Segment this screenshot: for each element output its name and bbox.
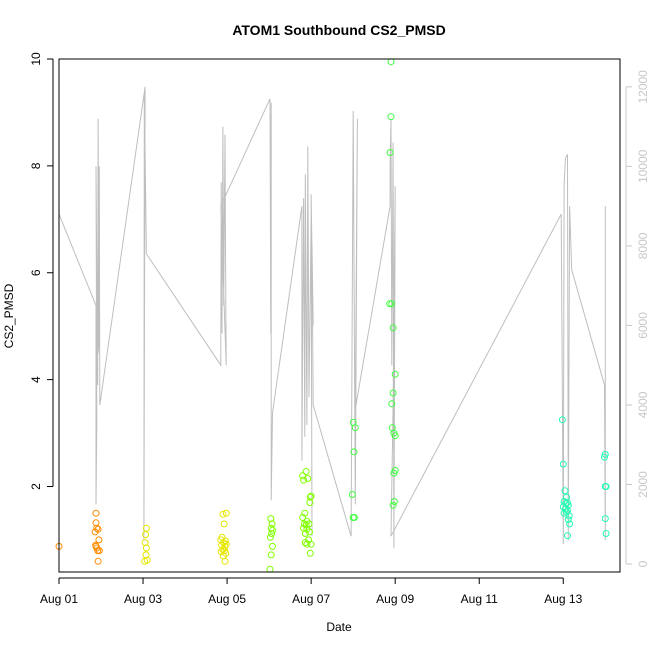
chart-title: ATOM1 Southbound CS2_PMSD — [232, 22, 445, 38]
data-point — [388, 300, 396, 308]
data-point — [92, 542, 100, 550]
plot-area — [55, 58, 610, 573]
data-point — [306, 493, 314, 501]
secondary-y-tick-label: 4000 — [636, 391, 650, 418]
data-point — [299, 514, 307, 521]
data-point — [390, 498, 398, 505]
data-point — [269, 526, 276, 534]
data-point — [558, 416, 566, 424]
data-point — [269, 542, 276, 550]
data-point — [566, 520, 574, 528]
data-point — [602, 530, 610, 537]
data-point — [307, 540, 315, 548]
data-point — [95, 536, 103, 544]
plot-frame — [58, 58, 621, 573]
data-point — [221, 557, 229, 565]
data-point — [300, 476, 308, 484]
data-point — [306, 528, 313, 536]
data-point — [391, 432, 399, 440]
data-point — [142, 531, 150, 539]
data-point — [389, 389, 397, 397]
data-point — [306, 549, 314, 557]
y-tick-label: 6 — [29, 269, 43, 276]
data-point — [307, 492, 315, 500]
data-point — [306, 499, 314, 506]
data-point — [390, 469, 398, 477]
data-point — [220, 520, 228, 528]
y-tick-label: 2 — [29, 483, 43, 490]
data-point — [389, 324, 397, 332]
data-point — [565, 512, 573, 520]
data-point — [601, 515, 609, 523]
data-point — [561, 487, 569, 495]
data-point — [389, 501, 397, 509]
data-point — [559, 460, 567, 468]
x-axis: Aug 01 Aug 03 Aug 05 Aug 07 Aug 09 Aug 11 Aug … — [40, 577, 583, 606]
y-tick-label: 10 — [29, 52, 43, 66]
data-point — [350, 514, 358, 521]
x-tick-label: Aug 01 — [40, 592, 78, 606]
data-point — [386, 149, 394, 156]
data-point — [92, 509, 100, 517]
data-point — [560, 498, 568, 505]
secondary-y-tick-label: 8000 — [636, 232, 650, 259]
x-tick-label: Aug 03 — [124, 592, 162, 606]
data-point — [222, 509, 230, 517]
secondary-y-axis: 0 2000 4000 6000 8000 10000 12000 — [625, 70, 650, 567]
data-point — [302, 468, 310, 475]
data-point — [217, 548, 225, 556]
secondary-y-tick-label: 12000 — [636, 70, 650, 104]
secondary-y-tick-label: 0 — [636, 560, 650, 567]
data-point — [602, 483, 610, 490]
data-point — [301, 530, 309, 537]
data-point — [564, 516, 572, 524]
data-point — [219, 510, 227, 518]
y-axis-label: CS2_PMSD — [2, 283, 16, 348]
data-point — [93, 524, 101, 532]
data-point — [266, 533, 274, 541]
data-point — [303, 540, 311, 548]
secondary-y-tick-label: 6000 — [636, 312, 650, 339]
data-point — [221, 537, 229, 545]
x-axis-label: Date — [326, 620, 352, 634]
data-point — [142, 551, 150, 559]
data-point — [141, 557, 149, 565]
x-tick-label: Aug 07 — [292, 592, 330, 606]
x-tick-label: Aug 05 — [208, 592, 246, 606]
data-point — [142, 544, 150, 552]
data-point — [564, 532, 571, 540]
y-axis: 2 4 6 8 10 — [29, 52, 54, 490]
data-point — [386, 300, 394, 308]
data-point — [94, 525, 102, 533]
data-point — [387, 113, 395, 121]
data-point — [350, 448, 358, 456]
data-point — [391, 370, 399, 378]
data-point — [348, 491, 356, 498]
data-point — [304, 475, 312, 482]
data-point — [267, 551, 275, 559]
x-tick-label: Aug 13 — [544, 592, 582, 606]
data-point — [95, 547, 103, 555]
secondary-y-tick-label: 10000 — [636, 149, 650, 183]
data-point — [92, 519, 100, 527]
y-tick-label: 4 — [29, 376, 43, 383]
data-point — [561, 505, 569, 513]
data-point — [351, 424, 359, 432]
data-point — [601, 453, 608, 461]
x-tick-label: Aug 11 — [461, 592, 498, 606]
data-point — [388, 400, 396, 408]
secondary-series-line — [58, 86, 606, 549]
x-tick-label: Aug 09 — [376, 592, 414, 606]
data-point — [94, 557, 102, 565]
secondary-y-tick-label: 2000 — [636, 471, 650, 498]
y-tick-label: 8 — [29, 162, 43, 169]
data-point — [301, 509, 309, 517]
data-point — [268, 530, 276, 537]
